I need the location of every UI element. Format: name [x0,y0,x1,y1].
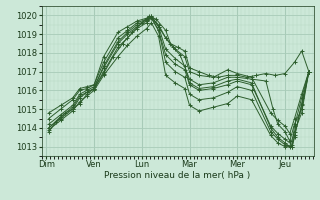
X-axis label: Pression niveau de la mer( hPa ): Pression niveau de la mer( hPa ) [104,171,251,180]
